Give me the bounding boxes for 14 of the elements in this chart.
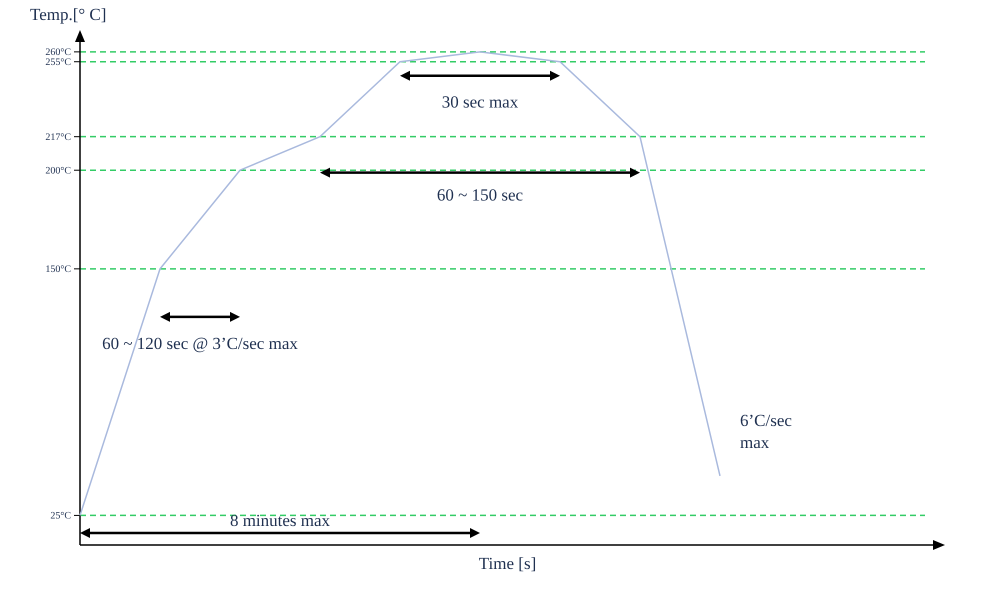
annotation: 60 ~ 150 sec [436,186,524,205]
annotation: 30 sec max [442,92,519,112]
y-tick-label: 217°C [45,132,72,143]
y-tick-label: 25°C [50,510,72,522]
y-tick-label: 150°C [45,264,72,276]
y-tick-label: 200°C [45,165,72,176]
line-series [79,51,721,516]
y-axis-title: Temp.[° C] [30,5,106,24]
annotation: 8 minutes max [230,511,331,530]
y-tick-label: 260°C [45,47,72,58]
annotation: 60 ~ 120 sec @ 3’C/sec max [102,334,298,353]
x-axis-title: Time [s] [478,554,536,573]
annotation: 6’C/sec max [740,410,792,452]
y-tick-label: 255°C [45,56,72,68]
